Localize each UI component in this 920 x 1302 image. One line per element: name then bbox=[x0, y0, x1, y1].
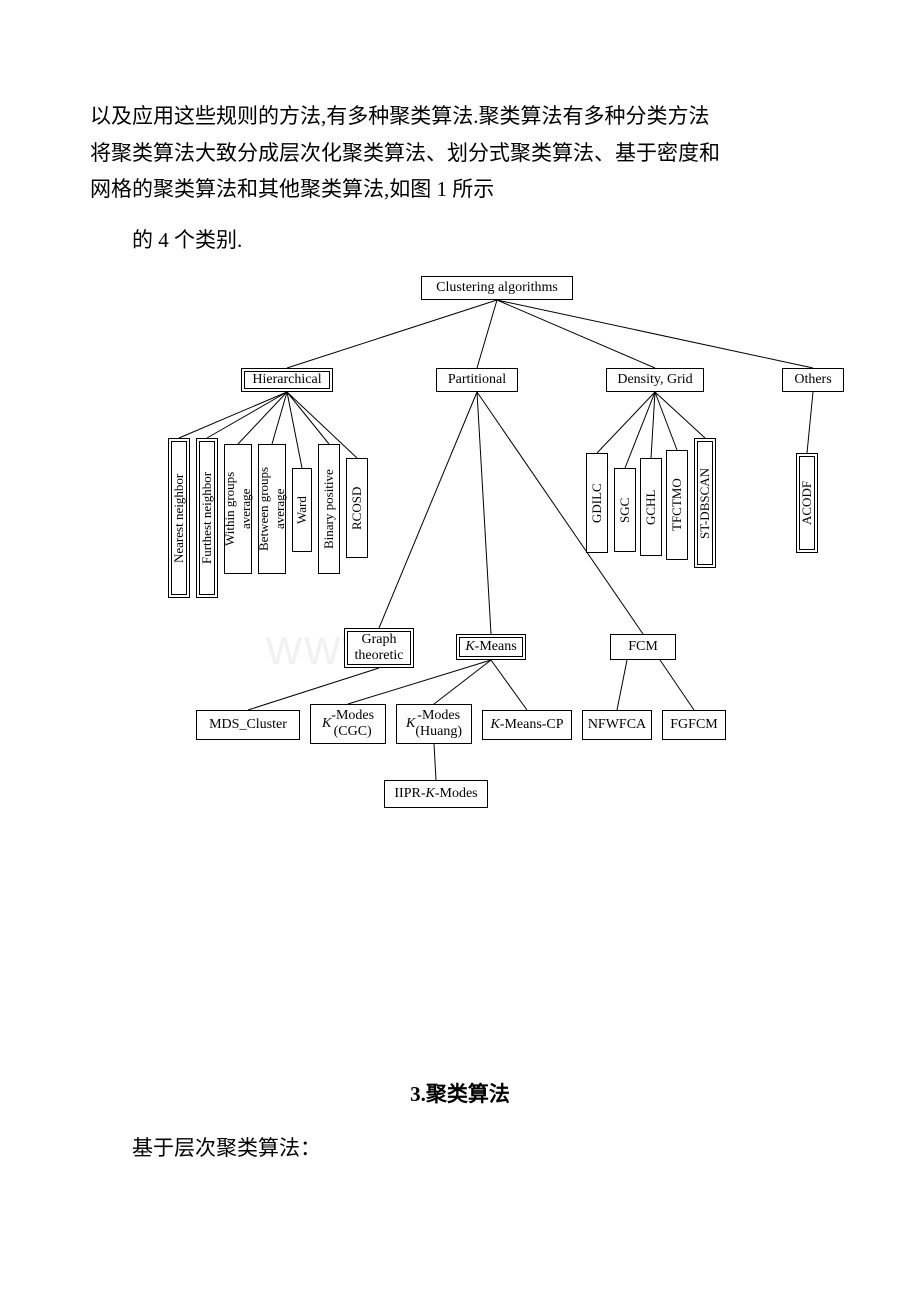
node-root: Clustering algorithms bbox=[421, 276, 573, 300]
node-fgfcm: FGFCM bbox=[662, 710, 726, 740]
node-dens: Density, Grid bbox=[606, 368, 704, 392]
node-kmhu: K-Modes(Huang) bbox=[396, 704, 472, 744]
node-acodf: ACODF bbox=[796, 453, 818, 553]
node-fn: Furthest neighbor bbox=[196, 438, 218, 598]
node-fcm: FCM bbox=[610, 634, 676, 660]
node-nfwfca: NFWFCA bbox=[582, 710, 652, 740]
node-iipr: IIPR-K-Modes bbox=[384, 780, 488, 808]
intro-line-1: 以及应用这些规则的方法,有多种聚类算法.聚类算法有多种分类方法 bbox=[90, 100, 830, 133]
node-oth: Others bbox=[782, 368, 844, 392]
node-gchl: GCHL bbox=[640, 458, 662, 556]
section-heading: 3.聚类算法 bbox=[90, 1078, 830, 1108]
intro-line-4: 的 4 个类别. bbox=[132, 224, 830, 257]
node-bga: Between groups average bbox=[258, 444, 286, 574]
node-tfctmo: TFCTMO bbox=[666, 450, 688, 560]
node-wga: Within groups average bbox=[224, 444, 252, 574]
node-gdilc: GDILC bbox=[586, 453, 608, 553]
intro-line-3: 网格的聚类算法和其他聚类算法,如图 1 所示 bbox=[90, 173, 830, 206]
node-kmcp: K-Means-CP bbox=[482, 710, 572, 740]
intro-line-2: 将聚类算法大致分成层次化聚类算法、划分式聚类算法、基于密度和 bbox=[90, 137, 830, 170]
clustering-tree-diagram: www Clustering algorithmsHierarchicalPar… bbox=[146, 268, 900, 848]
node-sgc: SGC bbox=[614, 468, 636, 552]
node-rcosd: RCOSD bbox=[346, 458, 368, 558]
node-hier: Hierarchical bbox=[241, 368, 333, 392]
node-ward: Ward bbox=[292, 468, 312, 552]
node-kmcgc: K-Modes(CGC) bbox=[310, 704, 386, 744]
section-subline: 基于层次聚类算法： bbox=[132, 1132, 830, 1162]
node-bp: Binary positive bbox=[318, 444, 340, 574]
node-kmeans: K-Means bbox=[456, 634, 526, 660]
node-stdb: ST-DBSCAN bbox=[694, 438, 716, 568]
node-nn: Nearest neighbor bbox=[168, 438, 190, 598]
node-graph: Graph theoretic bbox=[344, 628, 414, 668]
diagram-container: www Clustering algorithmsHierarchicalPar… bbox=[146, 268, 820, 848]
node-part: Partitional bbox=[436, 368, 518, 392]
page: 以及应用这些规则的方法,有多种聚类算法.聚类算法有多种分类方法 将聚类算法大致分… bbox=[0, 0, 920, 1222]
node-mds: MDS_Cluster bbox=[196, 710, 300, 740]
